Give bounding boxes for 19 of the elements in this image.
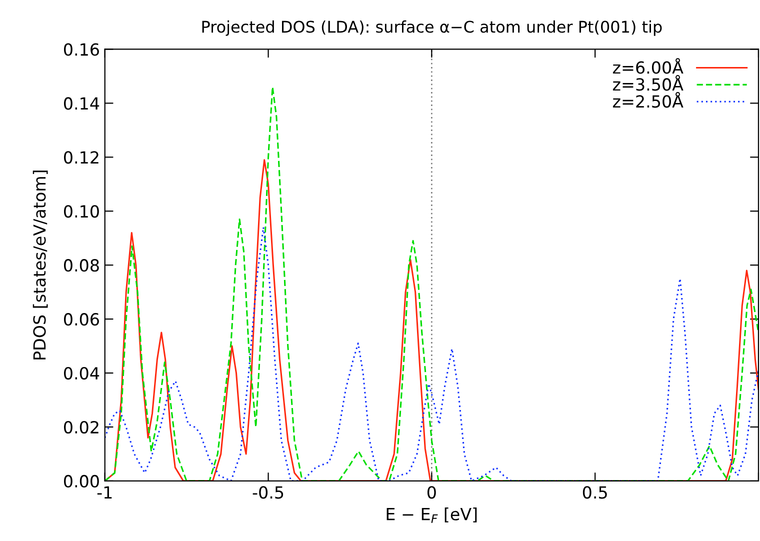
- x-tick-label: -1: [97, 486, 112, 498]
- y-tick-label: 0.08: [64, 259, 99, 272]
- legend-label: z=6.00Å: [612, 58, 684, 74]
- y-tick-label: 0.02: [64, 420, 98, 434]
- x-tick-label: 0: [427, 486, 436, 499]
- y-axis-title: PDOS [states/eV/atom]: [32, 170, 48, 360]
- y-tick-label: 0.12: [64, 151, 98, 164]
- legend-label: z=2.50Å: [612, 92, 684, 108]
- y-tick-label: 0.04: [64, 366, 100, 380]
- x-tick-label: 0.5: [582, 486, 607, 499]
- chart-title: Projected DOS (LDA): surface α−C atom under Pt(001) tip: [202, 20, 662, 36]
- x-tick-label: -0.5: [252, 486, 284, 499]
- x-axis-title: E − E$_{F}$ [eV]: [386, 507, 477, 523]
- legend-label: z=3.50Å: [612, 75, 684, 91]
- y-tick-label: 0.14: [64, 97, 100, 110]
- y-tick-label: 0.10: [64, 205, 99, 218]
- y-tick-label: 0.00: [64, 474, 99, 488]
- y-tick-label: 0.16: [64, 43, 99, 56]
- y-tick-label: 0.06: [64, 313, 99, 326]
